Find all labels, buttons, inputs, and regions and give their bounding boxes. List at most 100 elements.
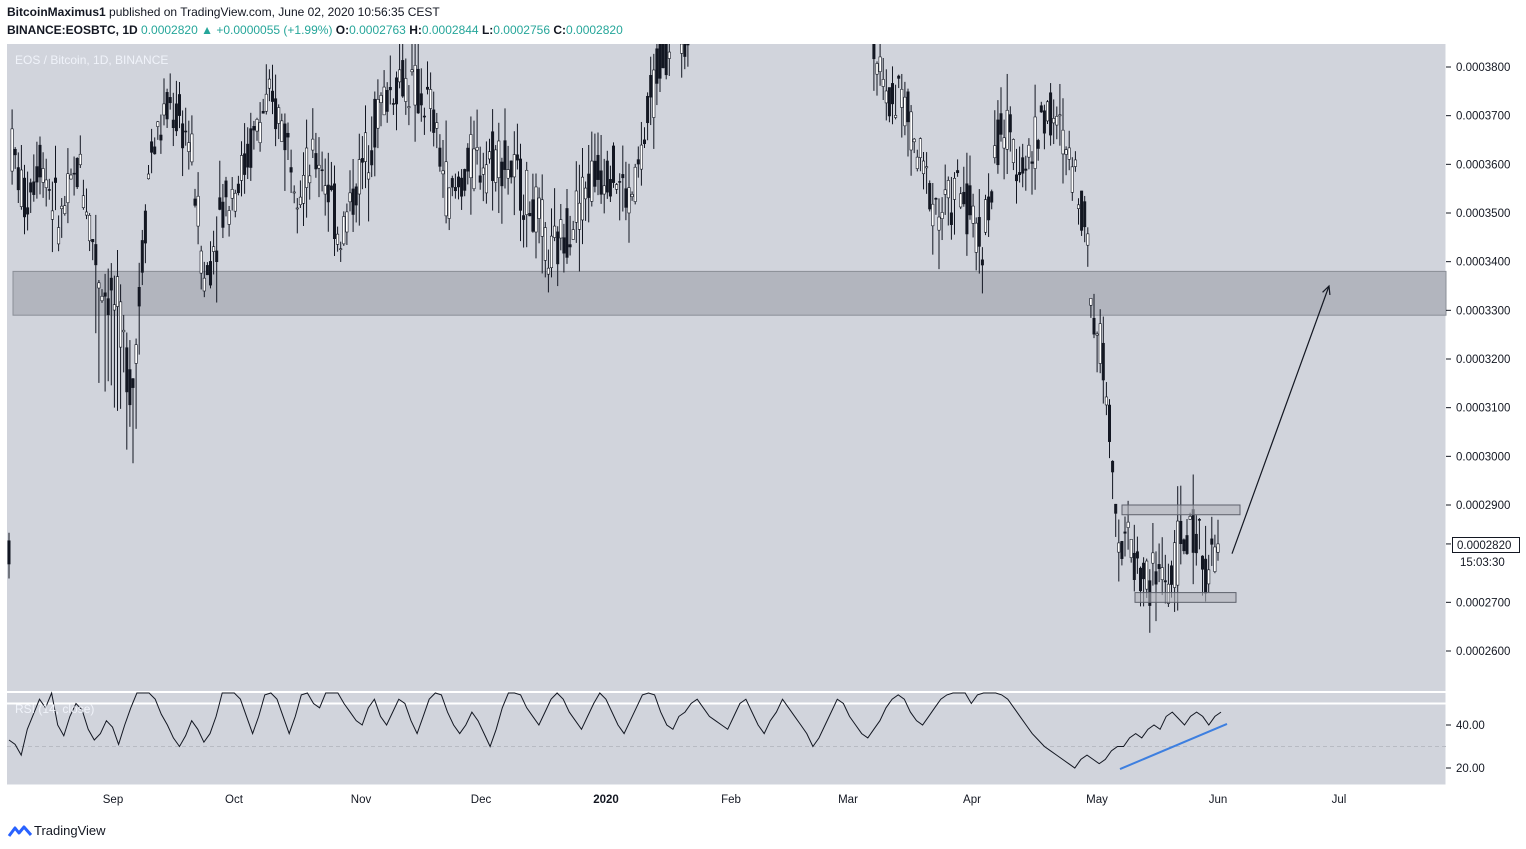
candle-body xyxy=(590,160,594,202)
candle-body xyxy=(1052,118,1056,124)
time-tick-label: 2020 xyxy=(593,794,619,806)
projection-arrowhead-icon xyxy=(1322,284,1331,296)
candle-body xyxy=(999,113,1003,135)
candle-body xyxy=(940,212,944,219)
candle-body xyxy=(1092,317,1096,335)
candle-body xyxy=(258,122,262,144)
candle-body xyxy=(956,170,960,174)
candle-body xyxy=(683,44,687,57)
candle-body xyxy=(1098,323,1102,364)
close-value: 0.0002820 xyxy=(566,23,623,37)
candle-body xyxy=(900,88,904,108)
candle-body xyxy=(1139,567,1143,592)
candle-body xyxy=(1142,562,1146,580)
high-label: H: xyxy=(409,23,422,37)
publish-line: BitcoinMaximus1 published on TradingView… xyxy=(7,5,440,19)
candle-body xyxy=(906,91,910,123)
candle-body xyxy=(181,123,185,149)
candle-body xyxy=(419,93,423,106)
candle-body xyxy=(13,148,17,156)
time-tick-label: Nov xyxy=(351,794,372,806)
candle-body xyxy=(1123,531,1127,534)
candle-body xyxy=(1039,105,1043,113)
candle-body xyxy=(314,153,318,170)
candle-body xyxy=(416,68,420,114)
candle-body xyxy=(264,93,268,112)
candle-body xyxy=(72,172,76,175)
symbol-label: BINANCE:EOSBTC, 1D xyxy=(7,23,138,37)
candle-body xyxy=(1126,521,1130,528)
candle-body xyxy=(639,144,643,170)
candle-body xyxy=(1067,147,1071,160)
candle-body xyxy=(1033,116,1037,169)
bar-countdown: 15:03:30 xyxy=(1460,557,1505,569)
tradingview-brand[interactable]: TradingView xyxy=(34,823,106,838)
candle-body xyxy=(326,184,330,203)
candle-body xyxy=(512,154,516,178)
candle-body xyxy=(664,44,668,76)
candle-body xyxy=(422,115,426,118)
rsi-indicator-label[interactable]: RSI (14, close) xyxy=(15,702,95,716)
rsi-trendline xyxy=(1119,723,1228,770)
published-text: published on TradingView.com, June 02, 2… xyxy=(109,5,440,19)
candle-body xyxy=(503,140,507,170)
candle-body xyxy=(233,192,237,212)
candle-body xyxy=(360,158,364,163)
candle-body xyxy=(1030,161,1034,164)
candle-body xyxy=(1191,509,1195,553)
rsi-line xyxy=(8,691,1222,769)
candle-body xyxy=(878,56,882,72)
candle-body xyxy=(528,213,532,217)
candle-body xyxy=(249,128,253,168)
candle-body xyxy=(959,193,963,208)
author-name[interactable]: BitcoinMaximus1 xyxy=(7,5,106,19)
candle-body xyxy=(1018,172,1022,176)
candle-body xyxy=(1204,558,1208,594)
candle-body xyxy=(621,174,625,179)
candle-body xyxy=(484,164,488,194)
candle-body xyxy=(224,180,228,198)
candle-body xyxy=(38,144,42,178)
price-axis[interactable]: 0.0003800 0.0003700 0.0003600 0.0003500 0.00… xyxy=(1446,62,1510,658)
candle-body xyxy=(949,212,953,225)
candle-body xyxy=(240,155,244,181)
time-tick-label: Dec xyxy=(471,794,492,806)
candle-body xyxy=(921,160,925,175)
candle-body xyxy=(931,203,935,227)
candle-body xyxy=(255,119,259,132)
candle-body xyxy=(549,235,553,268)
candle-body xyxy=(593,160,597,187)
candle-body xyxy=(53,177,57,183)
candle-body xyxy=(35,166,39,183)
candle-body xyxy=(1042,110,1046,134)
candle-body xyxy=(1089,298,1093,306)
candle-body xyxy=(112,304,116,311)
chart-canvas[interactable]: 0.0003800 0.0003700 0.0003600 0.0003500 0.00… xyxy=(0,44,1526,813)
candle-body xyxy=(425,86,429,90)
candle-body xyxy=(125,347,129,393)
candle-body xyxy=(367,172,371,180)
candle-body xyxy=(391,103,395,105)
candle-body xyxy=(221,201,225,228)
candle-body xyxy=(50,210,54,220)
candle-body xyxy=(1014,174,1018,182)
candle-body xyxy=(968,185,972,216)
candle-body xyxy=(140,240,144,273)
candle-body xyxy=(887,87,891,117)
resistance-zone xyxy=(12,270,1447,316)
price-tick-label: 0.0003800 xyxy=(1456,62,1510,74)
candle-body xyxy=(1104,396,1108,406)
candle-body xyxy=(497,140,501,179)
candle-body xyxy=(218,197,222,210)
candle-body xyxy=(97,282,101,289)
candle-body xyxy=(345,211,349,233)
candle-body xyxy=(75,157,79,188)
candle-body xyxy=(875,63,879,75)
candle-body xyxy=(546,267,550,275)
candle-body xyxy=(909,111,913,151)
projection-arrow-line xyxy=(1231,285,1330,554)
candle-body xyxy=(348,192,352,203)
candle-body xyxy=(881,79,885,87)
time-axis[interactable]: Sep Oct Nov Dec 2020 Feb Mar Apr May Jun Jul xyxy=(103,794,1347,806)
candle-body xyxy=(453,187,457,192)
